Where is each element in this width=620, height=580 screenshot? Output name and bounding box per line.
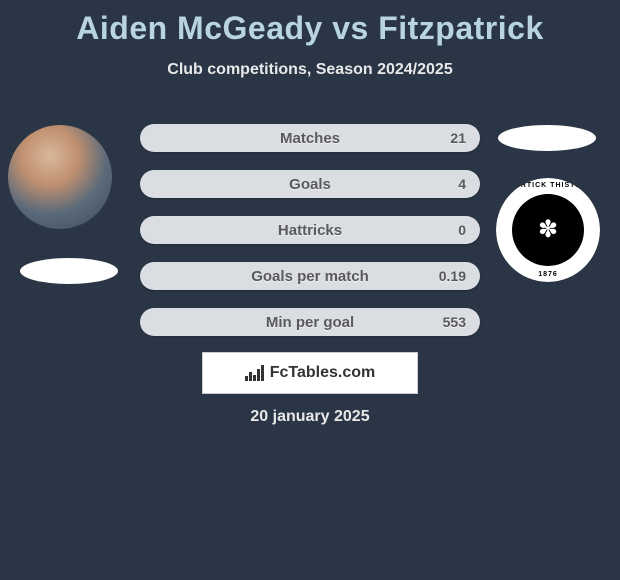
watermark-text: FcTables.com [270, 364, 376, 382]
subtitle: Club competitions, Season 2024/2025 [0, 61, 620, 79]
player-right-crest: PARTICK THISTLE ✽ 1876 [496, 178, 600, 282]
date-label: 20 january 2025 [250, 408, 369, 426]
watermark-box: FcTables.com [202, 352, 418, 394]
stat-label: Min per goal [266, 314, 354, 331]
stat-value: 4 [458, 176, 466, 192]
stat-label: Goals [289, 176, 331, 193]
wm-bar [257, 369, 260, 381]
wm-bar [253, 375, 256, 381]
crest-year: 1876 [538, 271, 558, 278]
wm-bar [261, 365, 264, 381]
stat-row-hattricks: Hattricks 0 [140, 216, 480, 244]
wm-bar [245, 376, 248, 381]
crest-ring-text: PARTICK THISTLE [510, 182, 587, 189]
stat-row-matches: Matches 21 [140, 124, 480, 152]
watermark-chart-icon [245, 365, 264, 381]
page-title: Aiden McGeady vs Fitzpatrick [0, 0, 620, 47]
wm-bar [249, 372, 252, 381]
stat-value: 21 [450, 130, 466, 146]
stat-value: 0 [458, 222, 466, 238]
stats-bars: Matches 21 Goals 4 Hattricks 0 Goals per… [140, 124, 480, 354]
stat-label: Hattricks [278, 222, 342, 239]
stat-value: 553 [443, 314, 466, 330]
stat-label: Goals per match [251, 268, 369, 285]
stat-label: Matches [280, 130, 340, 147]
stat-row-mpg: Min per goal 553 [140, 308, 480, 336]
badge-right [498, 125, 596, 151]
photo-placeholder [8, 125, 112, 229]
club-crest: PARTICK THISTLE ✽ 1876 [496, 178, 600, 282]
stat-row-goals: Goals 4 [140, 170, 480, 198]
badge-left [20, 258, 118, 284]
stat-row-gpm: Goals per match 0.19 [140, 262, 480, 290]
thistle-icon: ✽ [512, 194, 585, 267]
stat-value: 0.19 [439, 268, 466, 284]
player-left-photo [8, 125, 112, 229]
